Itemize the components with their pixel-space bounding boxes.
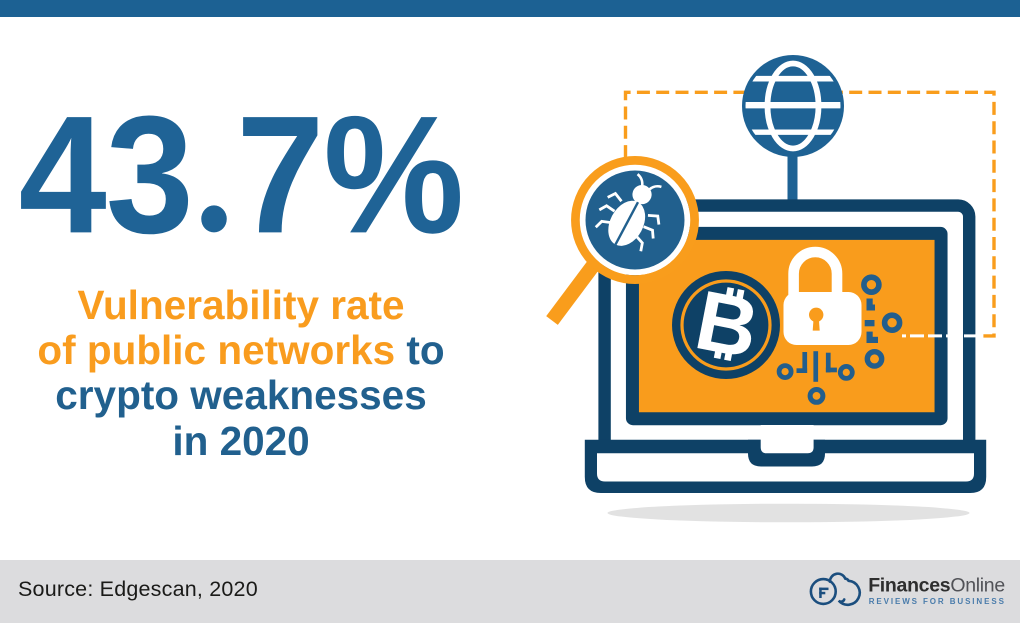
svg-text:FinancesOnline: FinancesOnline bbox=[868, 574, 1005, 596]
svg-text:REVIEWS FOR BUSINESS: REVIEWS FOR BUSINESS bbox=[869, 597, 1006, 606]
